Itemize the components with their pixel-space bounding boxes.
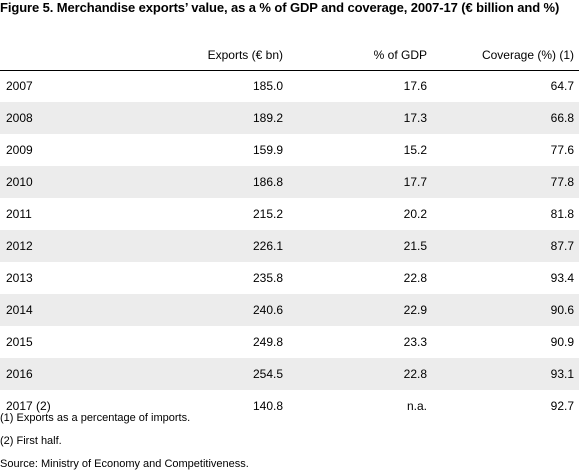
table-row: 2014 240.6 22.9 90.6 — [0, 294, 579, 326]
table-row: 2010 186.8 17.7 77.8 — [0, 166, 579, 198]
cell-exports: 254.5 — [252, 367, 283, 381]
table-row: 2008 189.2 17.3 66.8 — [0, 102, 579, 134]
cell-year: 2012 — [6, 239, 33, 253]
header-coverage: Coverage (%) (1) — [481, 48, 574, 62]
cell-exports: 240.6 — [252, 303, 283, 317]
cell-coverage: 93.4 — [550, 271, 574, 285]
cell-coverage: 90.6 — [550, 303, 574, 317]
table-row: 2012 226.1 21.5 87.7 — [0, 230, 579, 262]
cell-exports: 159.9 — [252, 143, 283, 157]
cell-coverage: 77.6 — [550, 143, 574, 157]
cell-year: 2015 — [6, 335, 33, 349]
cell-year: 2007 — [6, 79, 33, 93]
table-row: 2017 (2) 140.8 n.a. 92.7 — [0, 390, 579, 422]
cell-year: 2017 (2) — [6, 399, 51, 413]
cell-exports: 185.0 — [252, 79, 283, 93]
source-note: Source: Ministry of Economy and Competit… — [0, 458, 249, 470]
cell-gdp: 20.2 — [403, 207, 427, 221]
header-rule — [0, 70, 579, 71]
table-row: 2011 215.2 20.2 81.8 — [0, 198, 579, 230]
cell-exports: 186.8 — [252, 175, 283, 189]
table-row: 2007 185.0 17.6 64.7 — [0, 70, 579, 102]
footnote-1: (1) Exports as a percentage of imports. — [0, 412, 191, 424]
cell-year: 2009 — [6, 143, 33, 157]
cell-year: 2013 — [6, 271, 33, 285]
cell-year: 2014 — [6, 303, 33, 317]
cell-coverage: 81.8 — [550, 207, 574, 221]
cell-coverage: 92.7 — [550, 399, 574, 413]
header-gdp: % of GDP — [373, 48, 427, 62]
cell-gdp: 17.6 — [403, 79, 427, 93]
cell-coverage: 77.8 — [550, 175, 574, 189]
cell-year: 2011 — [6, 207, 32, 221]
cell-gdp: 22.8 — [403, 271, 427, 285]
cell-gdp: 17.7 — [403, 175, 427, 189]
cell-exports: 249.8 — [252, 335, 283, 349]
cell-coverage: 66.8 — [550, 111, 574, 125]
figure-title: Figure 5. Merchandise exports’ value, as… — [0, 0, 560, 15]
cell-gdp: 21.5 — [403, 239, 427, 253]
cell-gdp: n.a. — [406, 399, 427, 413]
cell-year: 2016 — [6, 367, 33, 381]
cell-gdp: 15.2 — [403, 143, 427, 157]
cell-coverage: 90.9 — [550, 335, 574, 349]
table-header-row: Exports (€ bn) % of GDP Coverage (%) (1) — [0, 39, 579, 71]
cell-exports: 226.1 — [252, 239, 283, 253]
table-row: 2009 159.9 15.2 77.6 — [0, 134, 579, 166]
cell-exports: 140.8 — [252, 399, 283, 413]
cell-year: 2008 — [6, 111, 33, 125]
cell-gdp: 23.3 — [403, 335, 427, 349]
cell-gdp: 22.8 — [403, 367, 427, 381]
cell-gdp: 22.9 — [403, 303, 427, 317]
cell-coverage: 93.1 — [550, 367, 574, 381]
cell-year: 2010 — [6, 175, 33, 189]
cell-coverage: 87.7 — [550, 239, 574, 253]
header-exports: Exports (€ bn) — [207, 48, 283, 62]
footnote-2: (2) First half. — [0, 435, 62, 447]
cell-exports: 235.8 — [252, 271, 283, 285]
cell-gdp: 17.3 — [403, 111, 427, 125]
table-row: 2016 254.5 22.8 93.1 — [0, 358, 579, 390]
cell-exports: 215.2 — [252, 207, 283, 221]
cell-coverage: 64.7 — [550, 79, 574, 93]
table-row: 2015 249.8 23.3 90.9 — [0, 326, 579, 358]
table-row: 2013 235.8 22.8 93.4 — [0, 262, 579, 294]
cell-exports: 189.2 — [252, 111, 283, 125]
